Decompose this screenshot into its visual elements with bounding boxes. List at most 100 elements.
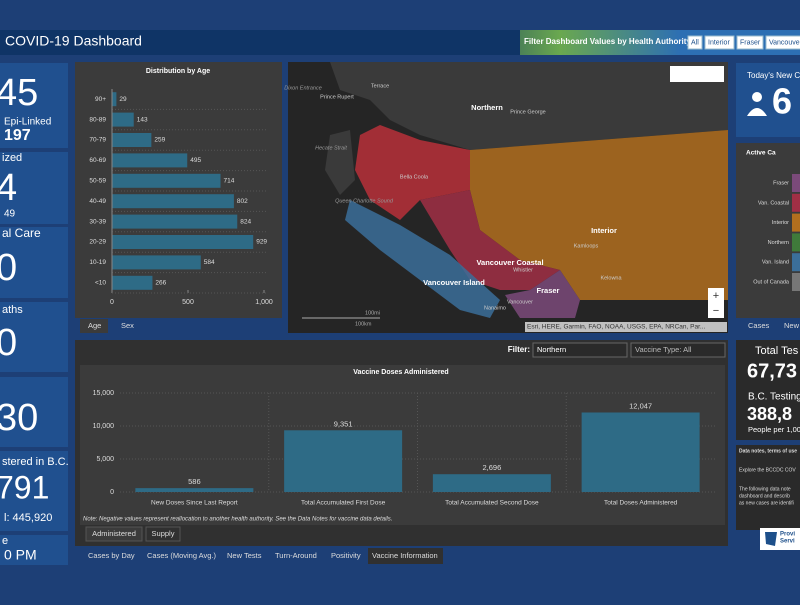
stat-text: 49	[4, 209, 16, 220]
value-label: 143	[137, 116, 148, 123]
stat-panel	[0, 302, 68, 372]
water-label: Queen Charlotte Sound	[335, 198, 394, 204]
filter-button[interactable]	[765, 35, 800, 50]
stat-text: 791	[0, 469, 49, 505]
bottom-tab[interactable]: Turn-Around	[275, 551, 317, 560]
value-label: 2,696	[482, 463, 501, 472]
zoom-out[interactable]: −	[713, 305, 719, 317]
zoom-in[interactable]: +	[713, 290, 719, 302]
place-label: Terrace	[371, 83, 389, 89]
region-select[interactable]	[532, 342, 628, 358]
region-select-text[interactable]: Northern	[537, 345, 566, 354]
tab[interactable]	[145, 526, 181, 542]
stat-text: stered in B.C.	[2, 456, 69, 468]
stat-panel	[0, 152, 68, 224]
y-tick-label: 50-59	[89, 178, 106, 185]
stat-text: Epi-Linked	[4, 117, 51, 128]
region-island	[345, 200, 500, 318]
filter-button-label[interactable]: Interior	[708, 39, 730, 46]
region-label: Vancouver Coastal	[476, 258, 543, 267]
place-label: Vancouver	[507, 299, 533, 305]
bottom-tab[interactable]: Positivity	[331, 551, 361, 560]
region-label: Northern	[471, 103, 503, 112]
value-label: 824	[240, 218, 251, 225]
value-label: 584	[204, 259, 215, 266]
y-tick-label: 80-89	[89, 116, 106, 123]
header-title: COVID-19 Dashboard	[5, 33, 142, 49]
filter-button-label[interactable]: Vancouve	[769, 39, 800, 46]
zoom-buttons[interactable]	[708, 288, 724, 318]
y-tick-label: 40-49	[89, 198, 106, 205]
bottom-tab[interactable]: Cases by Day	[88, 551, 135, 560]
panel	[736, 143, 800, 318]
land-haida	[325, 130, 355, 195]
panel	[736, 63, 800, 137]
category-label: Interior	[772, 220, 789, 226]
panel-title: Today's New C	[747, 71, 800, 80]
stat-text: 0 PM	[4, 547, 37, 563]
header-left	[0, 30, 520, 55]
bottom-tab[interactable]: New Tests	[227, 551, 262, 560]
region-label: Fraser	[537, 286, 560, 295]
y-tick-label: 30-39	[89, 218, 106, 225]
legend-swatch	[792, 193, 800, 212]
panel-title: Total Tes	[755, 345, 799, 357]
stat-panel	[0, 451, 68, 531]
x-tick-label: New Doses Since Last Report	[151, 500, 238, 507]
region-fraser	[505, 270, 580, 318]
bar	[112, 173, 221, 188]
place-label: Kamloops	[574, 243, 599, 249]
note-text: The following data note	[739, 486, 791, 492]
y-tick-label: 0	[110, 489, 114, 496]
logo-text: Provi	[780, 532, 795, 538]
filter-label: Filter Dashboard Values by Health Author…	[524, 37, 694, 46]
tab-active[interactable]	[368, 548, 443, 564]
stat-text: 0	[0, 322, 17, 364]
region-coastal-north	[355, 125, 470, 220]
filter-button[interactable]	[704, 35, 735, 50]
tab-label[interactable]: Administered	[92, 529, 136, 538]
filter-button[interactable]	[687, 35, 703, 50]
age-panel	[75, 62, 282, 318]
bar	[135, 488, 254, 492]
logo-mark	[765, 532, 777, 546]
bar	[112, 255, 201, 270]
stat-text: aths	[2, 304, 23, 316]
stat-panel	[0, 227, 68, 298]
x-tick-label: 1,000	[255, 299, 273, 306]
bottom-tab[interactable]: Cases (Moving Avg.)	[147, 551, 217, 560]
legend-swatch	[792, 273, 800, 291]
x-tick-label: Total Accumulated Second Dose	[445, 500, 539, 507]
type-select[interactable]	[630, 342, 726, 358]
panel-value: 6	[772, 81, 792, 122]
filter-button-label[interactable]: Fraser	[740, 39, 761, 46]
scale-label: 100mi	[365, 310, 380, 316]
tab-label[interactable]: Supply	[152, 529, 175, 538]
map-tools[interactable]	[670, 66, 724, 82]
filter-button-label[interactable]: All	[691, 39, 699, 46]
stat-text: 0	[0, 247, 17, 289]
value-label: 495	[190, 157, 201, 164]
bottom-tab[interactable]: Vaccine Information	[372, 551, 438, 560]
tab[interactable]: Sex	[121, 321, 134, 330]
value-label: 929	[256, 239, 267, 246]
place-label: Prince Rupert	[320, 94, 354, 100]
region-coastal	[420, 190, 560, 290]
tab-active[interactable]	[80, 319, 108, 333]
tab[interactable]: New	[784, 321, 800, 330]
chart-title: Distribution by Age	[146, 68, 210, 75]
value-label: 29	[119, 96, 127, 103]
category-label: Out of Canada	[753, 279, 790, 285]
tab[interactable]: Cases	[748, 321, 770, 330]
map: + − Esri, HERE, Garmin, FAO, NOAA, USGS,…	[288, 62, 728, 333]
tab[interactable]	[85, 526, 143, 542]
bar	[112, 275, 153, 290]
filter-button[interactable]	[736, 35, 764, 50]
value-label: 802	[237, 198, 248, 205]
place-label: Bella Coola	[400, 174, 429, 180]
type-select-text[interactable]: Vaccine Type: All	[635, 345, 692, 354]
panel-title: B.C. Testing	[748, 392, 800, 403]
y-tick-label: 10-19	[89, 259, 106, 266]
tab[interactable]: Age	[88, 321, 101, 330]
